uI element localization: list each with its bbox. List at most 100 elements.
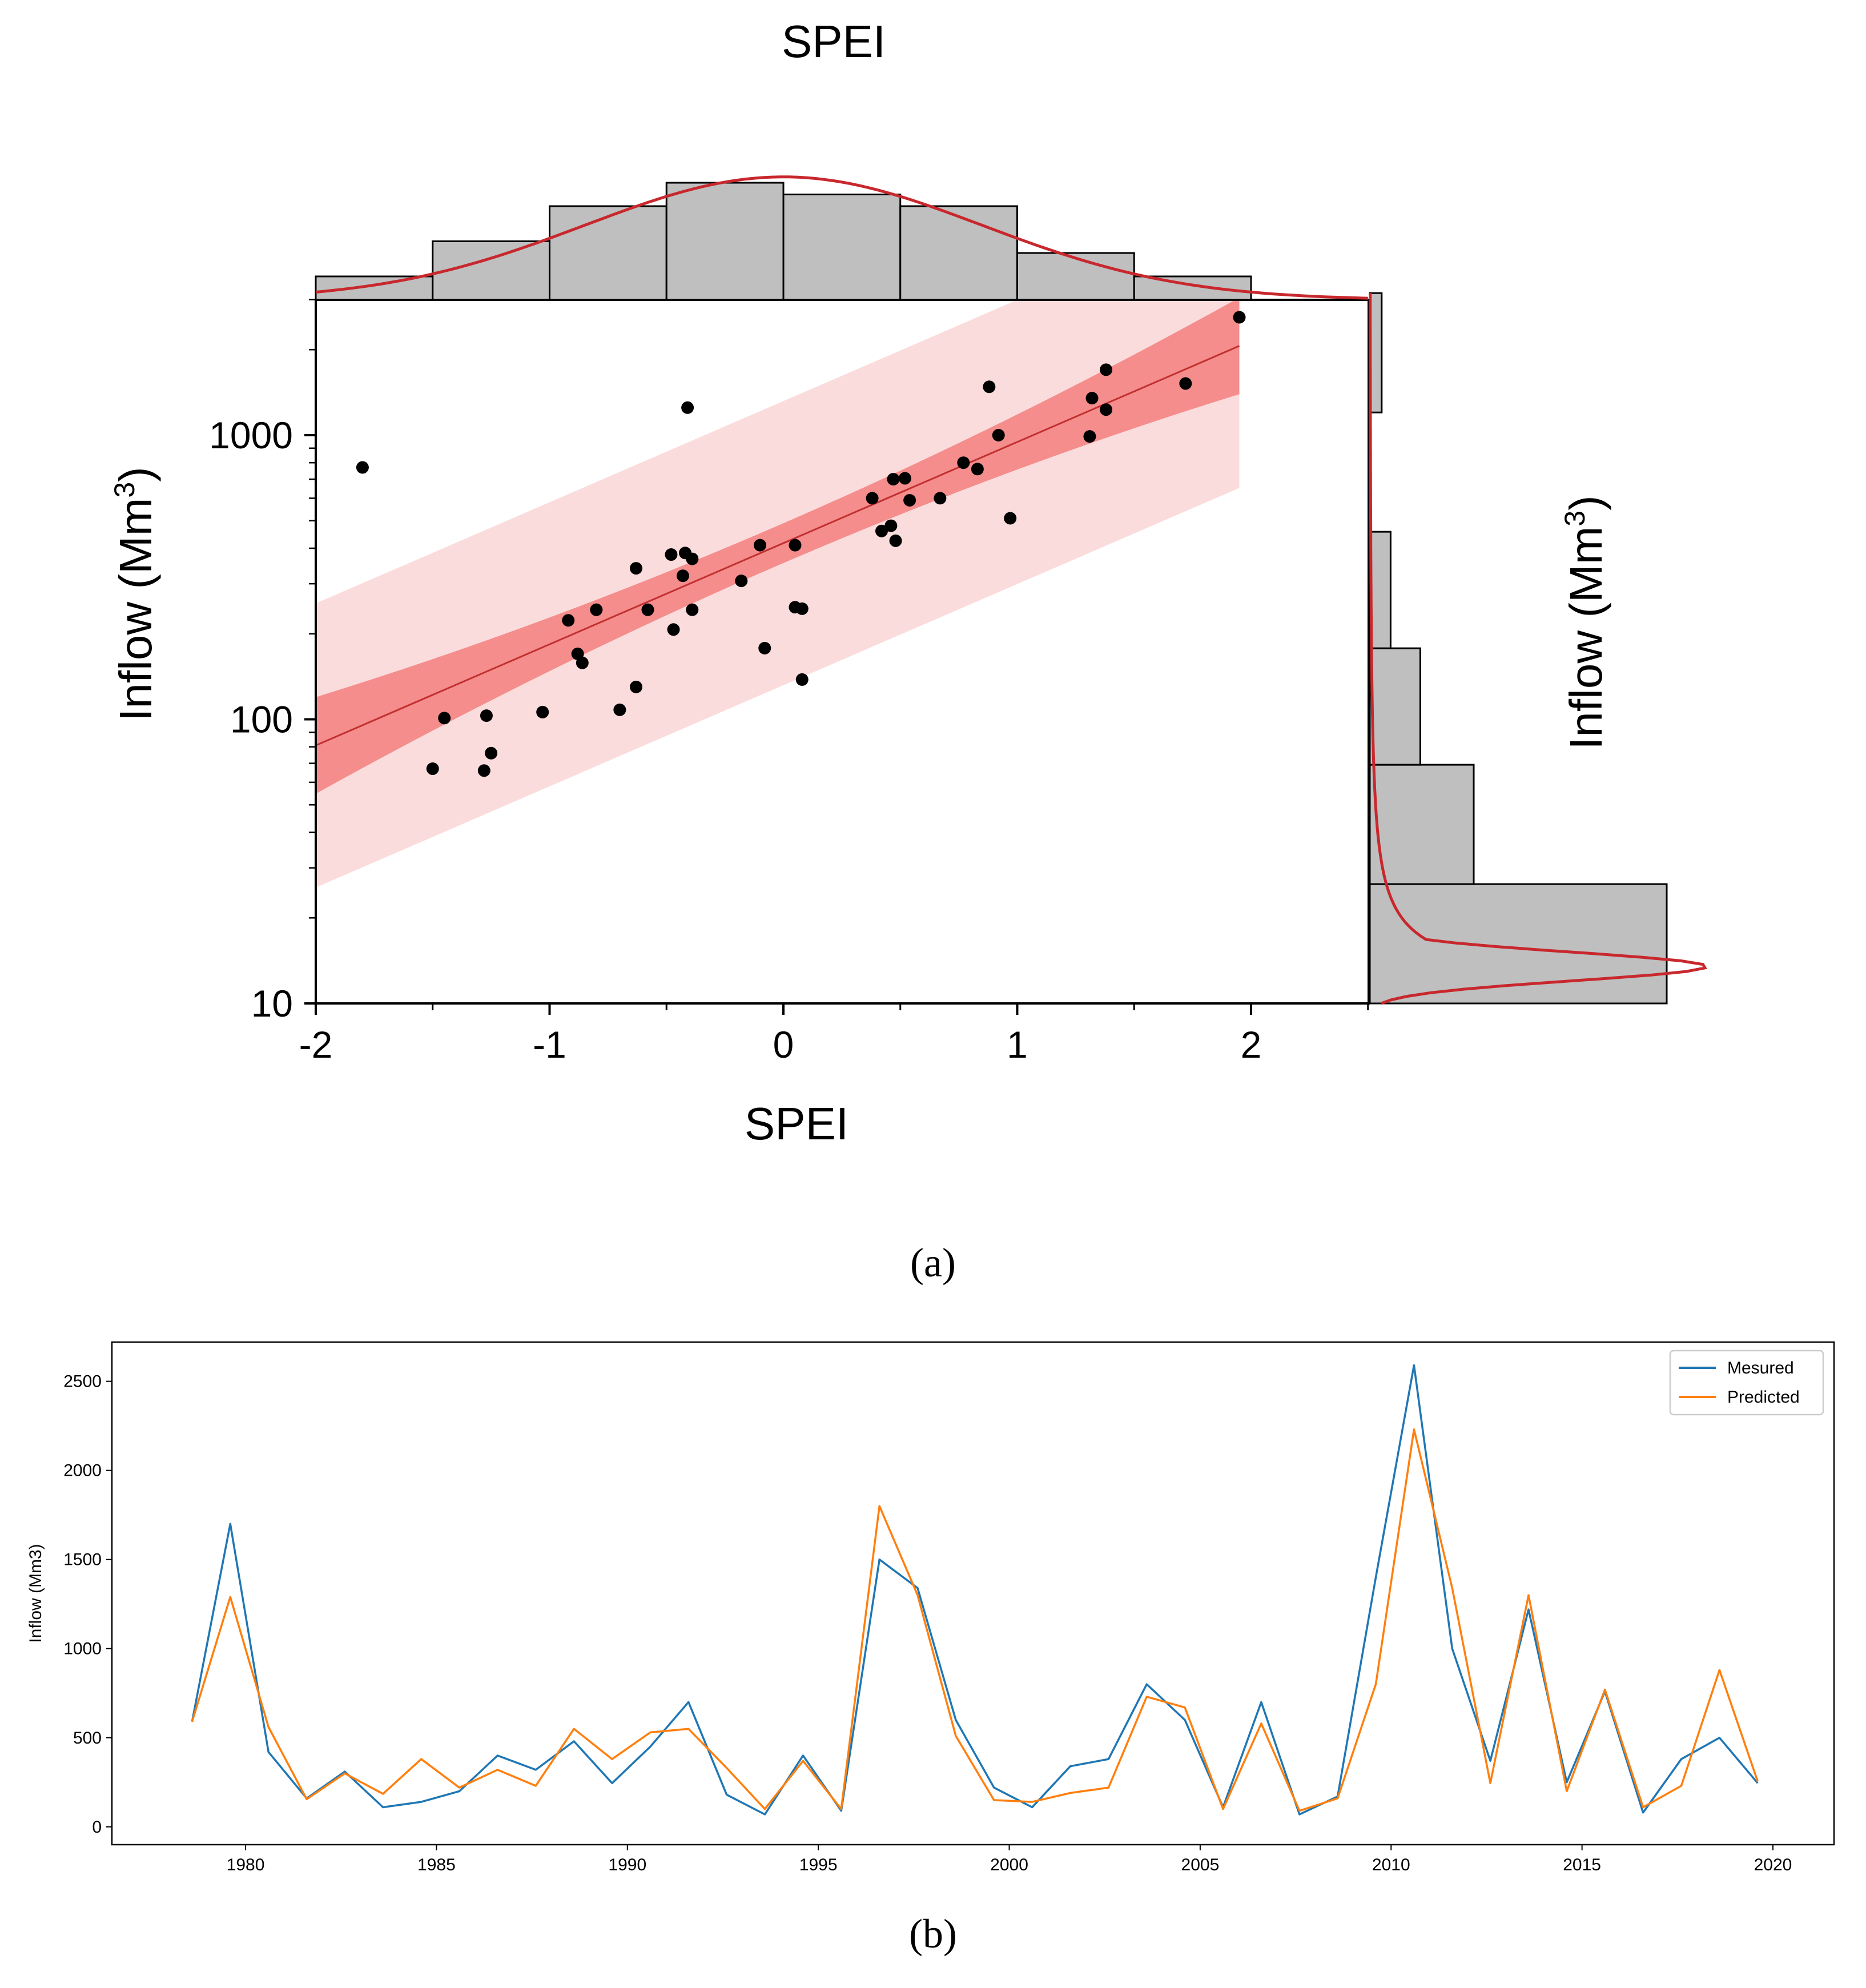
data-point (884, 519, 898, 532)
series-line-mesured (191, 1364, 1759, 1816)
scatter-points (356, 311, 1246, 777)
data-point (576, 656, 589, 669)
data-point (957, 456, 970, 469)
top-kde-curve (315, 175, 1368, 300)
panel-b-time-series: 1980 1985 1990 1995 2000 2005 2010 2015 2020 0 50… (26, 1341, 1835, 1957)
right-histogram-bar (1369, 531, 1392, 649)
x-tick-label-b: 2020 (1754, 1856, 1792, 1874)
data-point (438, 712, 451, 725)
data-point (992, 429, 1005, 441)
series-line-predicted (191, 1428, 1759, 1812)
right-histogram-bar (1369, 647, 1421, 766)
data-point (795, 602, 809, 615)
panel-a-joint-plot: SPEI -2 -1 0 1 2 10 100 1000 SPEI Inflow (Mm3)… (108, 16, 1707, 1286)
data-point (667, 623, 680, 636)
x-tick-label-b: 2005 (1181, 1856, 1220, 1874)
data-point (789, 539, 802, 552)
x-tick-label: -1 (533, 1023, 566, 1066)
data-point (1100, 363, 1113, 376)
data-point (613, 703, 626, 716)
right-kde-curve (1369, 293, 1707, 1005)
time-series-frame (111, 1341, 1835, 1846)
data-point (795, 673, 809, 686)
data-point (681, 401, 694, 414)
y-axis-ticks-b: 0 500 1000 1500 2000 2500 (63, 1372, 112, 1837)
confidence-band-area (316, 300, 1240, 794)
top-histogram-bar (315, 275, 434, 301)
data-point (735, 575, 748, 588)
x-tick-label: 1 (1007, 1023, 1028, 1066)
y-tick-label: 100 (230, 698, 293, 741)
y-tick-label-b: 2500 (63, 1372, 102, 1391)
top-histogram-bar (665, 182, 785, 301)
data-point (1233, 311, 1246, 324)
top-histogram-title: SPEI (782, 16, 886, 67)
x-tick-label-b: 1980 (227, 1856, 265, 1874)
y-axis-label-b: Inflow (Mm3) (26, 1544, 45, 1642)
data-point (485, 746, 498, 760)
right-histogram-bar (1369, 764, 1475, 885)
x-tick-label: 0 (773, 1023, 794, 1066)
data-point (1004, 512, 1017, 525)
data-point (889, 534, 902, 547)
data-point (630, 680, 643, 693)
x-tick-label-b: 1985 (417, 1856, 456, 1874)
data-point (971, 463, 984, 476)
caption-b: (b) (909, 1911, 957, 1957)
data-point (887, 473, 900, 486)
data-point (1083, 430, 1096, 443)
y-tick-label: 1000 (209, 414, 293, 456)
regression-line (315, 345, 1240, 746)
top-histogram-bar (1133, 275, 1252, 301)
data-point (1179, 377, 1192, 390)
y-tick-label-b: 2000 (63, 1461, 102, 1480)
right-y-axis-label: Inflow (Mm3) (1559, 495, 1611, 750)
top-histogram (315, 182, 1252, 301)
x-tick-label-b: 2015 (1563, 1856, 1601, 1874)
y-tick-label-b: 0 (92, 1818, 102, 1837)
data-point (875, 524, 888, 537)
data-point (934, 492, 947, 505)
data-point (686, 603, 699, 616)
x-tick-label: -2 (299, 1023, 333, 1066)
right-histogram (1369, 292, 1668, 1005)
x-tick-label-b: 2010 (1372, 1856, 1410, 1874)
data-point (356, 461, 369, 474)
top-histogram-bar (1016, 252, 1135, 301)
x-axis-label: SPEI (745, 1098, 848, 1149)
data-point (686, 552, 699, 565)
data-point (754, 539, 767, 552)
data-point (665, 548, 678, 561)
regression-fit-line (315, 345, 1240, 746)
data-point (590, 603, 603, 616)
data-point (983, 380, 996, 393)
data-point (426, 762, 439, 776)
data-point (630, 562, 643, 575)
data-point (477, 764, 490, 777)
x-tick-label-b: 2000 (990, 1856, 1028, 1874)
data-point (1100, 403, 1113, 416)
top-histogram-bar (549, 205, 667, 301)
data-point (1085, 392, 1099, 405)
x-tick-label: 2 (1241, 1023, 1262, 1066)
legend: Mesured Predicted (1669, 1350, 1824, 1416)
legend-label-mesured: Mesured (1727, 1359, 1794, 1377)
data-point (903, 494, 916, 507)
data-point (758, 641, 771, 654)
y-tick-label-b: 1000 (63, 1640, 102, 1658)
x-tick-label-b: 1995 (799, 1856, 838, 1874)
data-point (480, 709, 493, 722)
y-axis-label: Inflow (Mm3) (108, 467, 161, 721)
y-axis-ticks: 10 100 1000 (209, 299, 316, 1025)
top-histogram-bar (899, 205, 1018, 301)
data-point (898, 472, 911, 485)
data-point (676, 569, 689, 583)
x-axis-ticks: -2 -1 0 1 2 (299, 1003, 1369, 1066)
confidence-band (316, 300, 1240, 794)
data-point (562, 614, 575, 627)
caption-a: (a) (910, 1240, 956, 1286)
y-tick-label: 10 (251, 982, 293, 1025)
y-tick-label-b: 1500 (63, 1551, 102, 1569)
legend-label-predicted: Predicted (1727, 1388, 1800, 1407)
